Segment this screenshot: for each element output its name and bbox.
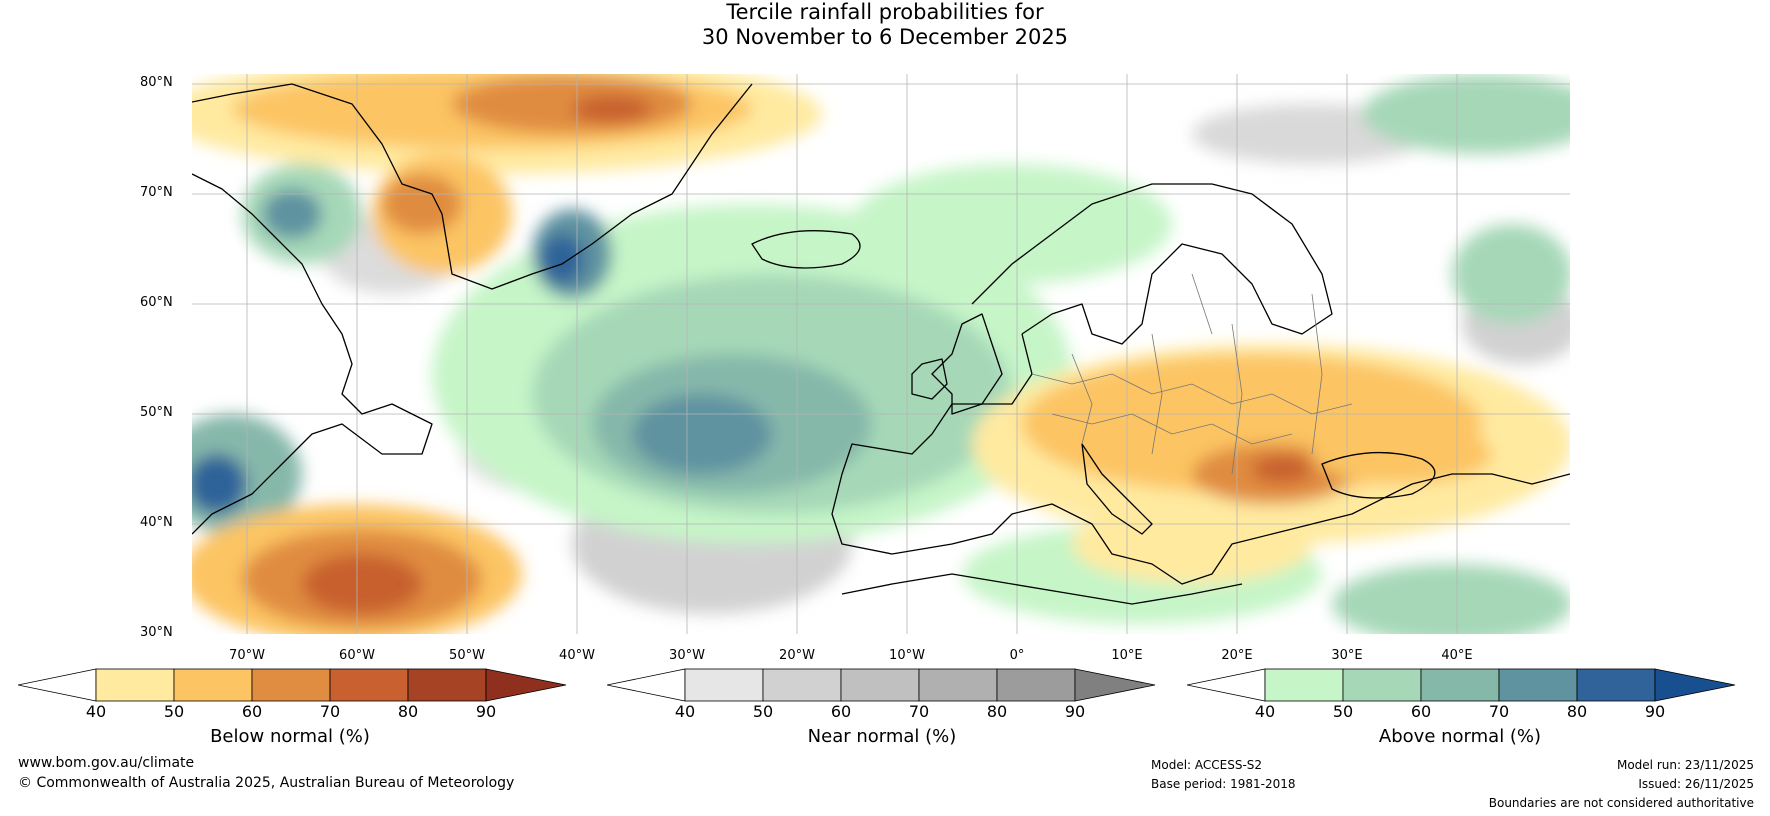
cbar-near-tick-80: 80: [986, 702, 1008, 721]
copyright-text: © Commonwealth of Australia 2025, Austra…: [18, 775, 515, 791]
colorbar-near-normal: [607, 668, 1156, 702]
rainfall-probability-map: [192, 74, 1570, 634]
cbar-above-tick-80: 80: [1566, 702, 1588, 721]
boundaries-disclaimer: Boundaries are not considered authoritat…: [1488, 796, 1754, 810]
lon-label-40w: 40°W: [559, 648, 595, 663]
cbar-above-seg-6: [1654, 668, 1736, 702]
cbar-below-seg-0: [18, 668, 97, 702]
cbar-near-tick-40: 40: [674, 702, 696, 721]
lon-label-60w: 60°W: [339, 648, 375, 663]
lon-label-30w: 30°W: [669, 648, 705, 663]
cbar-above-label: Above normal (%): [1378, 726, 1542, 747]
cbar-below-seg-1: [95, 668, 175, 702]
cbar-below-tick-70: 70: [319, 702, 341, 721]
cbar-below-seg-6: [485, 668, 567, 702]
cbar-below-seg-5: [407, 668, 487, 702]
lon-label-10e: 10°E: [1111, 648, 1143, 663]
cbar-above-seg-4: [1498, 668, 1578, 702]
cbar-above-tick-60: 60: [1410, 702, 1432, 721]
cbar-near-seg-1: [684, 668, 764, 702]
borders: [1031, 273, 1353, 475]
colorbar-below-normal: [18, 668, 567, 702]
cbar-near-seg-0: [607, 668, 686, 702]
cbar-above-seg-5: [1576, 668, 1656, 702]
cbar-above-tick-50: 50: [1332, 702, 1354, 721]
cbar-near-seg-4: [918, 668, 998, 702]
cbar-near-tick-90: 90: [1064, 702, 1086, 721]
cbar-near-tick-70: 70: [908, 702, 930, 721]
title-line-2: 30 November to 6 December 2025: [701, 25, 1069, 49]
lat-label-40n: 40°N: [140, 515, 173, 530]
cbar-above-tick-40: 40: [1254, 702, 1276, 721]
issued-date: Issued: 26/11/2025: [1638, 777, 1754, 791]
cbar-below-tick-80: 80: [397, 702, 419, 721]
cbar-near-seg-5: [996, 668, 1076, 702]
cbar-below-tick-40: 40: [85, 702, 107, 721]
cbar-above-seg-3: [1420, 668, 1500, 702]
cbar-above-seg-0: [1187, 668, 1266, 702]
graticule: [192, 74, 1570, 634]
base-period: Base period: 1981-2018: [1151, 777, 1296, 791]
cbar-above-seg-1: [1264, 668, 1344, 702]
cbar-above-tick-90: 90: [1644, 702, 1666, 721]
lon-label-20e: 20°E: [1221, 648, 1253, 663]
cbar-below-tick-90: 90: [475, 702, 497, 721]
cbar-below-tick-50: 50: [163, 702, 185, 721]
cbar-near-tick-50: 50: [752, 702, 774, 721]
colorbar-above-normal: [1187, 668, 1736, 702]
cbar-below-tick-60: 60: [241, 702, 263, 721]
lon-label-40e: 40°E: [1441, 648, 1473, 663]
website-link[interactable]: www.bom.gov.au/climate: [18, 755, 195, 771]
lat-label-80n: 80°N: [140, 75, 173, 90]
lon-label-20w: 20°W: [779, 648, 815, 663]
lon-label-50w: 50°W: [449, 648, 485, 663]
lon-label-10w: 10°W: [889, 648, 925, 663]
cbar-near-label: Near normal (%): [807, 726, 957, 747]
title-line-1: Tercile rainfall probabilities for: [726, 0, 1044, 24]
model-name: Model: ACCESS-S2: [1151, 758, 1263, 772]
cbar-near-tick-60: 60: [830, 702, 852, 721]
lon-label-30e: 30°E: [1331, 648, 1363, 663]
lat-label-70n: 70°N: [140, 185, 173, 200]
cbar-above-tick-70: 70: [1488, 702, 1510, 721]
lon-label-0: 0°: [1009, 648, 1025, 663]
cbar-below-seg-4: [329, 668, 409, 702]
cbar-below-label: Below normal (%): [210, 726, 370, 747]
cbar-above-seg-2: [1342, 668, 1422, 702]
coastlines: [192, 83, 1570, 605]
map-title: Tercile rainfall probabilities for 30 No…: [0, 0, 1770, 50]
lat-label-30n: 30°N: [140, 625, 173, 640]
cbar-near-seg-6: [1074, 668, 1156, 702]
cbar-near-seg-2: [762, 668, 842, 702]
cbar-near-seg-3: [840, 668, 920, 702]
lat-label-60n: 60°N: [140, 295, 173, 310]
cbar-below-seg-2: [173, 668, 253, 702]
cbar-below-seg-3: [251, 668, 331, 702]
model-run: Model run: 23/11/2025: [1616, 758, 1754, 772]
lat-label-50n: 50°N: [140, 405, 173, 420]
map-canvas: [192, 74, 1570, 634]
lon-label-70w: 70°W: [229, 648, 265, 663]
